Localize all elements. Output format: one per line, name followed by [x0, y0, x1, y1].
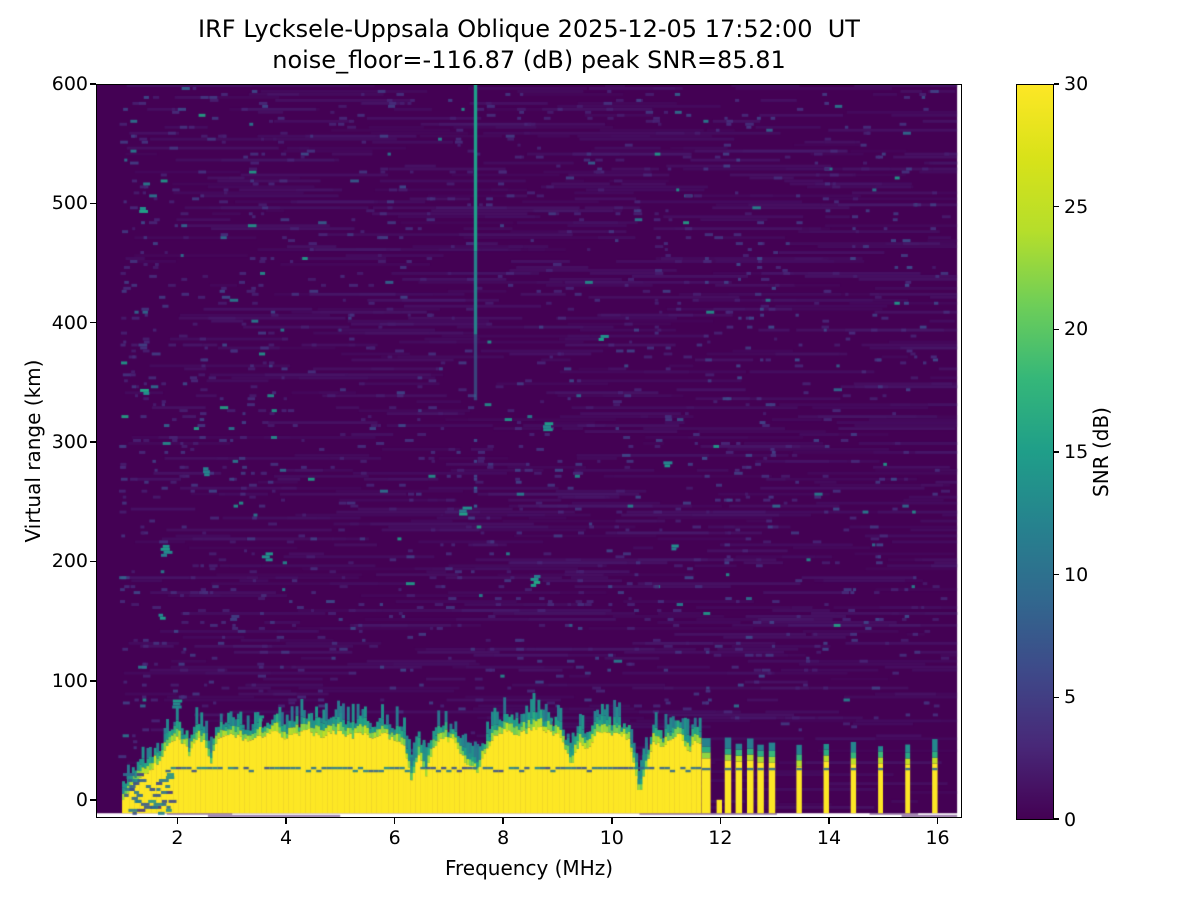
xticklabel: 12 [708, 827, 733, 849]
ytick-mark [90, 560, 96, 563]
xtick-mark [176, 818, 179, 824]
yticklabel: 0 [75, 789, 88, 812]
xticklabel: 8 [497, 827, 510, 849]
ytick-mark [90, 202, 96, 205]
ytick-mark [90, 83, 96, 85]
xtick-mark [610, 818, 613, 824]
yticklabel: 400 [51, 311, 88, 334]
ytick-mark [90, 679, 96, 682]
cbticklabel: 30 [1064, 73, 1089, 95]
cbtick-mark [1054, 818, 1059, 820]
colorbar-label: SNR (dB) [1089, 407, 1113, 497]
xtick-mark [828, 818, 830, 824]
cbtick-mark [1054, 573, 1059, 576]
figure-title: IRF Lycksele-Uppsala Oblique 2025-12-05 … [198, 15, 860, 43]
cbticklabel: 15 [1064, 441, 1089, 463]
xticklabel: 10 [599, 827, 624, 849]
heatmap-canvas [96, 84, 962, 818]
cbtick-mark [1054, 451, 1059, 453]
xtick-mark [719, 818, 722, 824]
xtick-mark [393, 818, 396, 824]
cbticklabel: 20 [1064, 318, 1089, 341]
cbticklabel: 10 [1064, 563, 1089, 586]
cbticklabel: 0 [1064, 809, 1077, 831]
figure-subtitle: noise_floor=-116.87 (dB) peak SNR=85.81 [272, 46, 786, 74]
xticklabel: 2 [171, 827, 184, 849]
xticklabel: 16 [925, 827, 950, 849]
colorbar [1016, 84, 1054, 820]
yticklabel: 200 [51, 550, 88, 573]
ytick-mark [90, 321, 96, 324]
ytick-mark [90, 441, 96, 443]
yticklabel: 600 [51, 73, 88, 95]
cbtick-mark [1054, 205, 1059, 208]
ytick-mark [90, 799, 96, 801]
yticklabel: 300 [51, 431, 88, 454]
xtick-mark [285, 818, 287, 824]
xtick-mark [936, 818, 939, 824]
xtick-mark [502, 818, 504, 824]
cbtick-mark [1054, 328, 1059, 331]
cbtick-mark [1054, 696, 1059, 699]
y-axis-label: Virtual range (km) [21, 359, 45, 543]
yticklabel: 100 [51, 669, 88, 692]
xticklabel: 6 [388, 827, 401, 849]
xticklabel: 4 [279, 827, 293, 849]
cbticklabel: 5 [1064, 686, 1077, 709]
cbtick-mark [1054, 83, 1059, 85]
x-axis-label: Frequency (MHz) [444, 856, 614, 880]
yticklabel: 500 [51, 192, 88, 215]
xticklabel: 14 [816, 827, 842, 849]
cbticklabel: 25 [1064, 195, 1089, 218]
